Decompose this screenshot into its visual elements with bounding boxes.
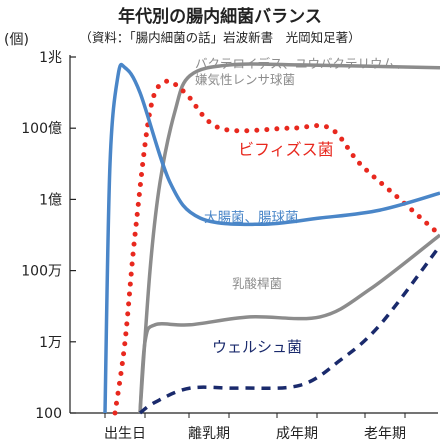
x-tick-label: 出生日 <box>104 426 146 442</box>
x-tick-label: 老年期 <box>364 426 406 442</box>
label-bifidobacteria: ビフィズス菌 <box>238 140 334 159</box>
y-tick-label: 1万 <box>39 335 62 351</box>
x-tick-label: 離乳期 <box>188 425 230 442</box>
x-tick-label: 成年期 <box>276 426 318 442</box>
label-ecoli-enterococcus: 大腸菌、腸球菌 <box>204 210 299 226</box>
series-layer <box>103 62 440 416</box>
y-tick-label: 100万 <box>21 264 62 280</box>
label-lactobacillus: 乳酸桿菌 <box>232 276 282 291</box>
series-labels: バクテロイデス、ユウバクテリウム、嫌気性レンサ球菌ビフィズス菌大腸菌、腸球菌乳酸… <box>195 56 408 356</box>
y-tick-label: 1兆 <box>39 50 62 66</box>
series-line-lactobacillus <box>138 233 440 414</box>
label-welchii: ウェルシュ菌 <box>212 338 302 356</box>
label-bacteroides: 嫌気性レンサ球菌 <box>195 72 295 87</box>
series-line-ecoli-enterococcus <box>103 62 440 414</box>
chart-title: 年代別の腸内細菌バランス <box>118 7 322 27</box>
series-line-welchii <box>138 244 440 415</box>
series-line-bifidobacteria <box>112 78 440 416</box>
y-tick-label: 100億 <box>21 121 62 137</box>
y-axis-label: (個) <box>4 32 29 48</box>
series-line-bacteroides <box>138 62 440 414</box>
chart-subtitle: （資料：「腸内細菌の話」岩波新書 光岡知足著） <box>79 30 361 45</box>
y-tick-label: 1億 <box>39 192 62 208</box>
label-bacteroides: バクテロイデス、ユウバクテリウム、 <box>195 56 408 71</box>
y-tick-label: 100 <box>35 406 62 422</box>
